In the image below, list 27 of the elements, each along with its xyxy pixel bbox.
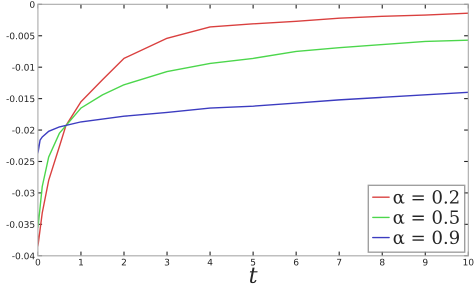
legend-label: α = 0.9 (394, 230, 459, 244)
x-tick-label: 6 (294, 258, 298, 266)
x-tick-label: 8 (380, 258, 384, 266)
x-tick-label: 7 (337, 258, 342, 266)
legend-label: α = 0.5 (394, 210, 459, 224)
y-tick-label: -0.03 (12, 190, 34, 196)
y-tick-label: -0.04 (12, 252, 35, 260)
x-tick-label: 1 (79, 258, 83, 266)
x-tick-label: 2 (122, 258, 126, 266)
y-tick-label: -0.025 (6, 158, 34, 166)
x-tick-label: 10 (464, 258, 474, 266)
line-series (38, 39, 468, 229)
x-tick-label: 4 (208, 258, 212, 266)
x-tick-label: 3 (164, 258, 170, 266)
line-series (38, 12, 468, 248)
y-tick-label: -0.02 (12, 126, 34, 134)
y-tick-label: -0.035 (6, 221, 34, 228)
y-tick-label: 0 (30, 1, 35, 8)
y-tick-label: -0.005 (6, 32, 34, 40)
x-axis-title: t (250, 268, 258, 284)
x-tick-label: 5 (250, 258, 256, 266)
legend-label: α = 0.2 (394, 190, 458, 204)
line-series (38, 92, 468, 154)
x-tick-label: 9 (422, 258, 428, 266)
y-tick-label: -0.015 (6, 95, 34, 102)
y-tick-label: -0.01 (12, 64, 34, 71)
x-tick-label: 0 (36, 258, 40, 266)
